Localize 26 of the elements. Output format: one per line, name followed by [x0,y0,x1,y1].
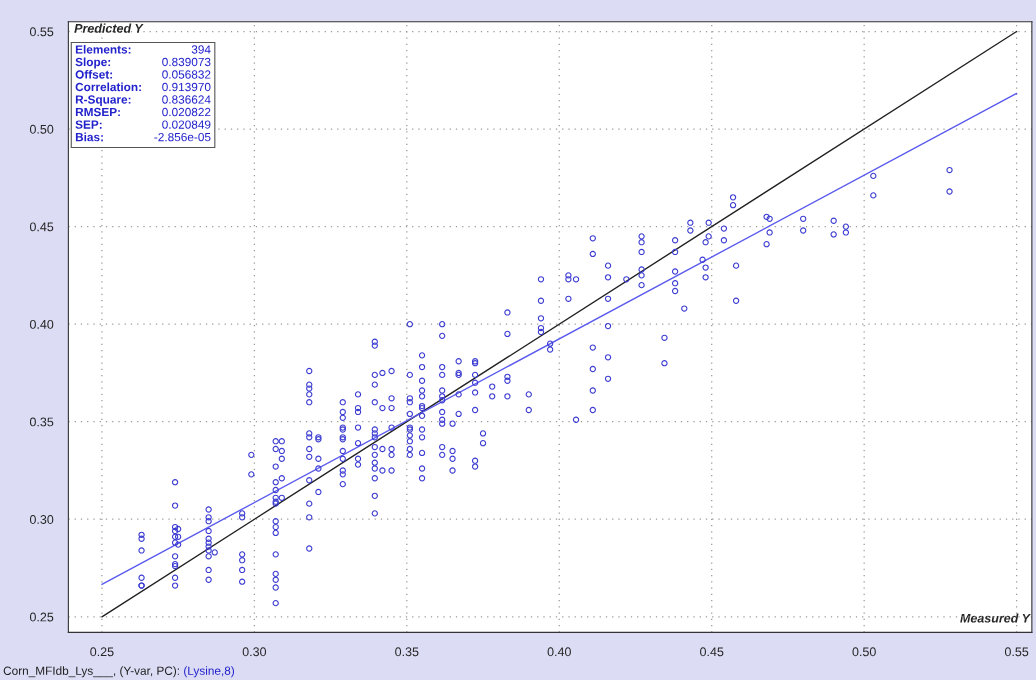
text: Corn_MFIdb_Lys___, (Y-var, PC): [3,666,179,678]
text: Correlation: 0.913970 [75,82,211,92]
text: R-Square: 0.836624 [75,95,211,107]
y-tick-label: 0.55 [29,27,54,37]
text: Slope: 0.839073 [75,57,211,69]
y-axis-title: Predicted Y [74,23,144,33]
y-tick-label: 0.40 [29,319,54,329]
x-tick-label: 0.25 [90,647,114,657]
x-tick-label: 0.40 [547,647,571,657]
text: RMSEP: 0.020822 [75,107,211,117]
y-tick-label: 0.25 [29,612,54,622]
x-tick-label: 0.30 [242,647,267,657]
y-tick-label: 0.45 [29,222,54,232]
y-tick-label: 0.50 [29,124,54,134]
x-tick-label: 0.55 [1004,647,1029,657]
x-tick-label: 0.35 [395,647,419,657]
x-axis-title: Measured Y [960,613,1031,623]
y-tick-label: 0.35 [29,417,54,427]
text: Bias: -2.856e-05 [75,132,211,142]
text: Offset: 0.056832 [75,70,211,79]
x-tick-label: 0.50 [852,647,876,657]
text: Elements: 394 [75,44,211,54]
y-tick-label: 0.30 [29,515,54,524]
x-tick-label: 0.45 [700,647,724,657]
text: (Lysine,8) [184,666,235,678]
text: SEP: 0.020849 [75,120,211,129]
